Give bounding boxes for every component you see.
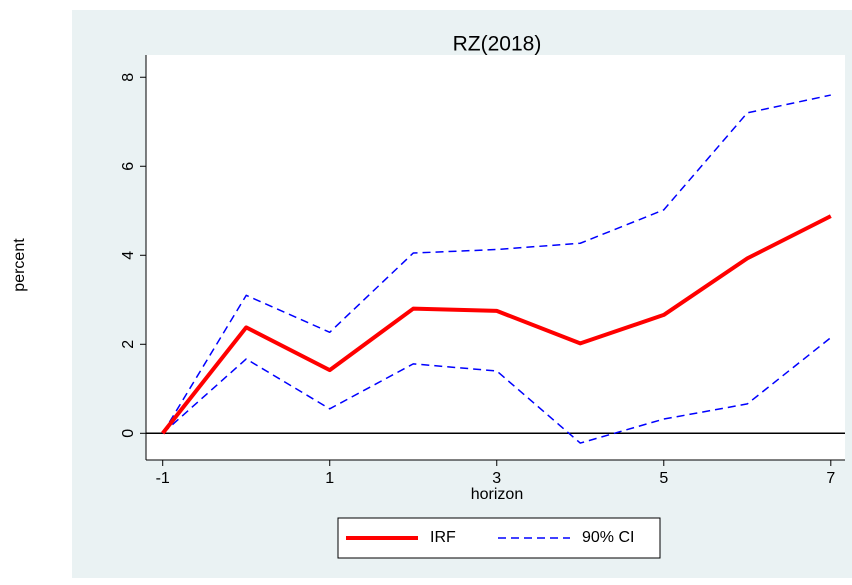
y-tick-label: 4 xyxy=(120,251,137,260)
legend-label: IRF xyxy=(430,529,456,546)
series-line xyxy=(162,337,832,444)
x-tick-label: -1 xyxy=(156,470,170,487)
x-axis-label: horizon xyxy=(471,486,523,503)
chart-title: RZ(2018) xyxy=(453,33,542,56)
y-tick-label: 0 xyxy=(120,429,137,438)
series-line xyxy=(161,214,832,435)
x-tick-label: 1 xyxy=(325,470,334,487)
x-tick-label: 5 xyxy=(659,470,668,487)
y-tick-label: 6 xyxy=(120,162,137,171)
plot-area xyxy=(146,55,845,460)
y-tick-label: 8 xyxy=(120,73,137,82)
legend-label: 90% CI xyxy=(582,529,634,546)
y-tick-label: 2 xyxy=(120,340,137,349)
y-axis-label: percent xyxy=(11,238,28,292)
x-tick-label: 3 xyxy=(492,470,501,487)
x-tick-label: 7 xyxy=(826,470,835,487)
